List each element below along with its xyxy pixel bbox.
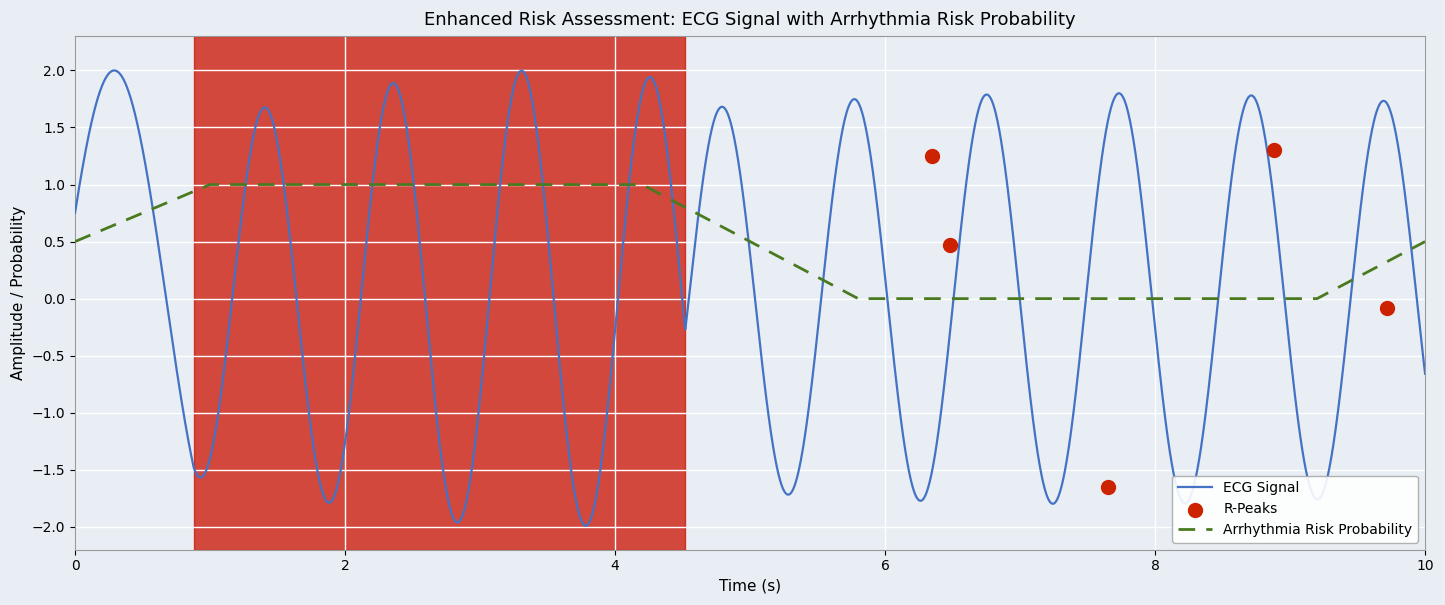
Arrhythmia Risk Probability bbox=[1074, 295, 1091, 302]
Title: Enhanced Risk Assessment: ECG Signal with Arrhythmia Risk Probability: Enhanced Risk Assessment: ECG Signal wit… bbox=[425, 11, 1077, 29]
ECG Signal bbox=[877, 275, 894, 282]
R-Peaks bbox=[938, 240, 961, 250]
Arrhythmia Risk Probability bbox=[850, 295, 867, 302]
Arrhythmia Risk Probability bbox=[582, 181, 600, 188]
R-Peaks bbox=[1376, 303, 1399, 313]
X-axis label: Time (s): Time (s) bbox=[720, 579, 782, 594]
Line: Arrhythmia Risk Probability: Arrhythmia Risk Probability bbox=[75, 185, 1425, 299]
ECG Signal bbox=[1074, 324, 1091, 331]
Arrhythmia Risk Probability bbox=[1416, 238, 1433, 245]
Arrhythmia Risk Probability bbox=[201, 181, 218, 188]
Y-axis label: Amplitude / Probability: Amplitude / Probability bbox=[12, 206, 26, 380]
R-Peaks bbox=[920, 151, 944, 161]
ECG Signal bbox=[105, 67, 123, 74]
Legend: ECG Signal, R-Peaks, Arrhythmia Risk Probability: ECG Signal, R-Peaks, Arrhythmia Risk Pro… bbox=[1172, 476, 1418, 543]
Arrhythmia Risk Probability bbox=[1176, 295, 1194, 302]
R-Peaks bbox=[1097, 482, 1120, 492]
ECG Signal bbox=[577, 522, 594, 529]
Bar bbox=[194, 36, 685, 549]
ECG Signal bbox=[1416, 370, 1433, 378]
ECG Signal bbox=[945, 295, 962, 302]
Arrhythmia Risk Probability bbox=[877, 295, 894, 302]
Line: ECG Signal: ECG Signal bbox=[75, 70, 1425, 526]
ECG Signal bbox=[312, 482, 329, 489]
ECG Signal bbox=[1176, 500, 1194, 507]
Arrhythmia Risk Probability bbox=[312, 181, 329, 188]
ECG Signal bbox=[582, 514, 600, 521]
R-Peaks bbox=[1263, 145, 1286, 155]
Arrhythmia Risk Probability bbox=[945, 295, 962, 302]
ECG Signal bbox=[66, 209, 84, 217]
Arrhythmia Risk Probability bbox=[66, 238, 84, 245]
